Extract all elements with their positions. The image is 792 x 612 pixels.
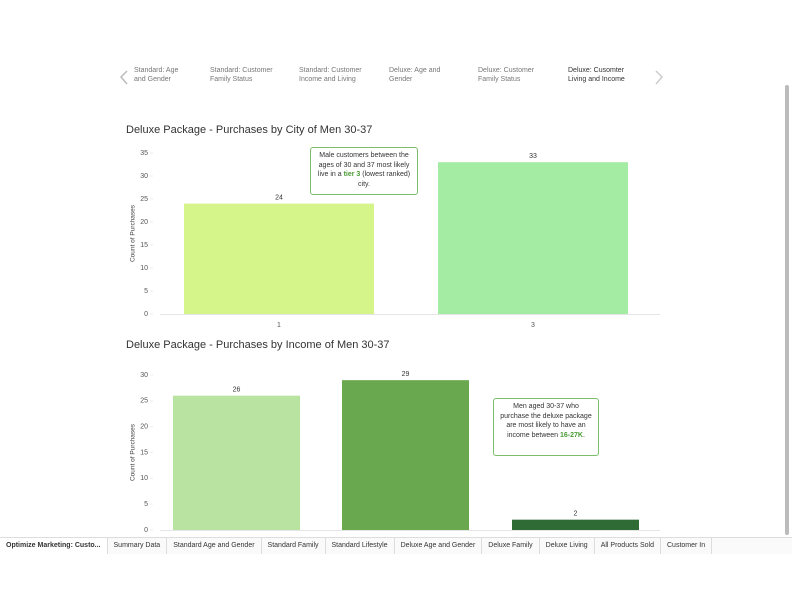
story-point[interactable]: Standard: Age and Gender [134,67,179,83]
scrollbar[interactable] [785,85,789,535]
chart-title: Deluxe Package - Purchases by Income of … [126,339,390,351]
annotation-text: (lowest ranked) city. [358,171,411,188]
story-point[interactable]: Standard: Customer Family Status [210,67,273,83]
annotation-box: Male customers between the ages of 30 an… [310,147,418,195]
x-tick-label: 1 [277,322,281,329]
chart-title: Deluxe Package - Purchases by City of Me… [126,124,372,136]
sheet-tab[interactable]: Standard Family [262,538,326,554]
y-axis-label: Count of Purchases [130,423,137,481]
bar [512,519,639,530]
x-tick-label: 3 [531,322,535,329]
prev-arrow[interactable] [119,70,128,85]
y-tick-label: 25 [140,398,148,405]
bar [438,162,628,314]
story-point[interactable]: Deluxe: Customer Family Status [478,67,535,83]
annotation: Men aged 30-37 who purchase the deluxe p… [493,398,599,456]
annotation-text: 16-27K [560,431,583,439]
y-tick-label: 5 [144,288,148,295]
story-point[interactable]: Standard: Customer Income and Living [299,67,362,83]
y-tick-label: 0 [144,311,148,318]
y-tick-label: 35 [140,150,148,157]
bar [184,203,374,314]
sheet-tab[interactable]: Summary Data [108,538,168,554]
data-label: 26 [233,387,241,394]
annotation-text: Male customers between the ages of 30 an… [317,152,410,178]
data-label: 24 [275,194,283,201]
y-tick-label: 15 [140,449,148,456]
y-tick-label: 20 [140,219,148,226]
sheet-tab[interactable]: All Products Sold [595,538,661,554]
y-tick-label: 25 [140,196,148,203]
y-tick-label: 30 [140,372,148,379]
annotation: Male customers between the ages of 30 an… [310,147,418,195]
annotation-text: tier 3 [343,171,361,178]
sheet-tab[interactable]: Deluxe Living [540,538,595,554]
sheet-tab[interactable]: Deluxe Family [482,538,540,554]
sheet-tab[interactable]: Deluxe Age and Gender [395,538,483,554]
y-tick-label: 10 [140,475,148,482]
bar [173,395,300,530]
story-point[interactable]: Deluxe: Age and Gender [389,67,441,83]
bar [342,380,469,530]
y-axis-label: Count of Purchases [130,204,137,262]
annotation-text: . [582,431,585,439]
sheet-tab[interactable]: Customer In [661,538,713,554]
sheet-tab[interactable]: Standard Age and Gender [167,538,262,554]
data-label: 29 [402,371,410,378]
annotation-text: Men aged 30-37 who purchase the deluxe p… [500,403,592,439]
y-tick-label: 0 [144,527,148,534]
sheet-tab[interactable]: Standard Lifestyle [326,538,395,554]
y-tick-label: 10 [140,265,148,272]
annotation-box: Men aged 30-37 who purchase the deluxe p… [493,398,599,456]
story-point[interactable]: Deluxe: Cusomter Living and Income [568,67,625,83]
y-tick-label: 30 [140,173,148,180]
y-tick-label: 20 [140,424,148,431]
sheet-tabs: Optimize Marketing: Custo... Summary Data… [0,537,792,554]
sheet-tab[interactable]: Optimize Marketing: Custo... [0,538,108,554]
data-label: 33 [529,153,537,160]
y-tick-label: 5 [144,501,148,508]
next-arrow[interactable] [655,70,664,85]
y-tick-label: 15 [140,242,148,249]
data-label: 2 [574,511,578,518]
